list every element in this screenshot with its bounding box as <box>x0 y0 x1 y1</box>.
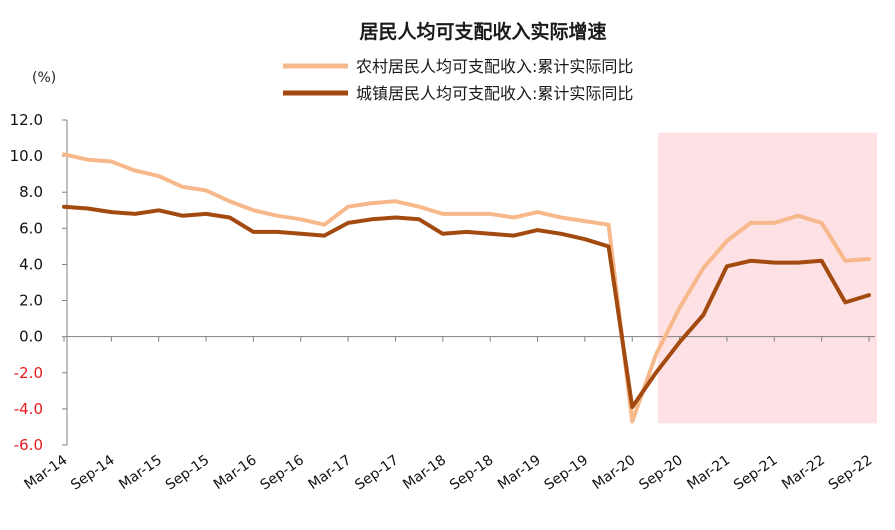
y-tick-label: 10.0 <box>10 147 43 165</box>
x-tick-label: Sep-21 <box>731 452 781 493</box>
y-tick-label: 12.0 <box>10 111 43 129</box>
x-tick-label: Mar-15 <box>116 452 165 493</box>
x-tick-label: Mar-16 <box>211 452 260 493</box>
x-tick-label: Mar-22 <box>779 452 828 493</box>
y-tick-label: 6.0 <box>19 219 43 237</box>
series-lines <box>62 152 871 424</box>
x-tick-label: Sep-22 <box>826 452 876 493</box>
x-tick-label: Sep-15 <box>163 452 213 493</box>
y-tick-label: -6.0 <box>14 436 43 454</box>
x-tick-label: Sep-19 <box>542 452 592 493</box>
x-tick-label: Sep-17 <box>352 452 402 493</box>
x-tick-label: Sep-14 <box>68 452 118 493</box>
x-tick-label: Sep-20 <box>636 452 686 493</box>
y-tick-label: 2.0 <box>19 292 43 310</box>
series-line-urban <box>62 204 871 410</box>
x-tick-label: Sep-16 <box>258 452 308 493</box>
y-axis-ticks: 12.0 10.0 8.0 6.0 4.0 2.0 0.0 -2.0 -4.0 -6.0 <box>10 111 67 454</box>
highlight-region <box>657 132 877 424</box>
legend-label-urban: 城镇居民人均可支配收入:累计实际同比 <box>356 84 633 103</box>
series-line-rural <box>62 152 871 424</box>
x-tick-label: Mar-17 <box>306 452 355 493</box>
y-tick-label: 8.0 <box>19 183 43 201</box>
x-tick-label: Mar-21 <box>684 452 733 493</box>
y-tick-label: 4.0 <box>19 255 43 273</box>
unit-label: (%) <box>32 70 56 86</box>
x-tick-label: Mar-14 <box>21 452 70 493</box>
x-tick-label: Mar-18 <box>400 452 449 493</box>
y-tick-label: -2.0 <box>14 364 43 382</box>
y-tick-label: -4.0 <box>14 400 43 418</box>
x-tick-label: Mar-20 <box>590 452 639 493</box>
x-tick-label: Sep-18 <box>447 452 497 493</box>
legend-label-rural: 农村居民人均可支配收入:累计实际同比 <box>356 57 633 76</box>
chart-title: 居民人均可支配收入实际增速 <box>359 20 606 43</box>
y-tick-label: 0.0 <box>19 328 43 346</box>
legend: 农村居民人均可支配收入:累计实际同比 城镇居民人均可支配收入:累计实际同比 <box>283 57 633 103</box>
x-tick-label: Mar-19 <box>495 452 544 493</box>
